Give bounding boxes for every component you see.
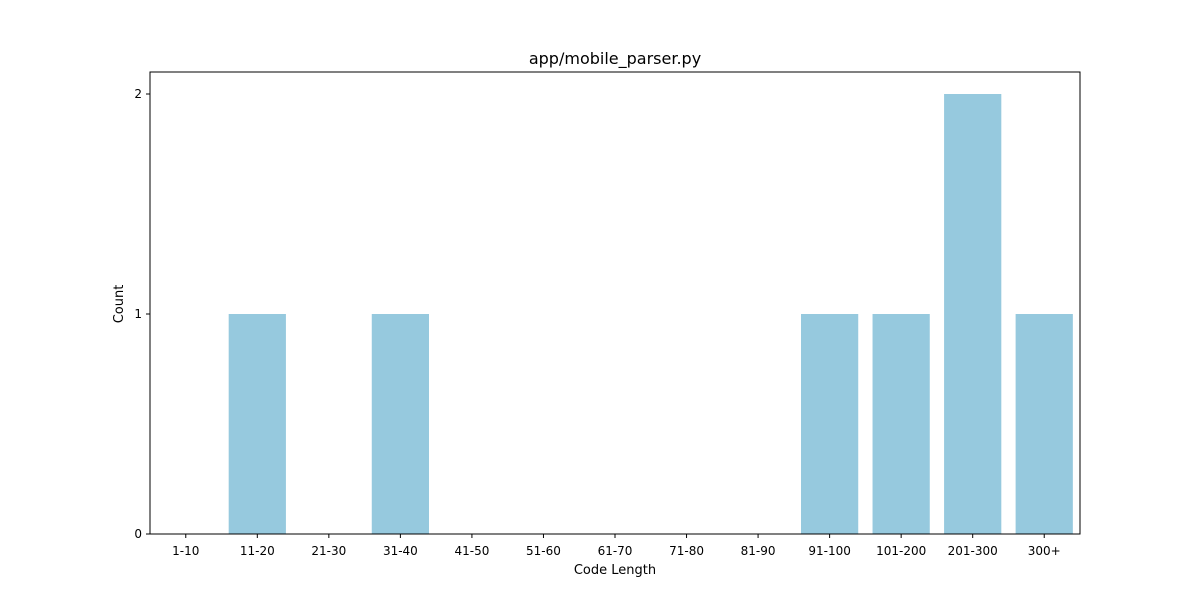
x-tick-label: 300+ [1028,544,1061,558]
y-axis-label: Count [112,285,127,324]
x-tick-label: 51-60 [526,544,561,558]
bar-101-200 [872,314,930,534]
x-tick-label: 41-50 [454,544,489,558]
x-tick-label: 101-200 [876,544,926,558]
bar-11-20 [228,314,286,534]
bar-31-40 [371,314,429,534]
x-tick-label: 1-10 [172,544,199,558]
x-tick-label: 201-300 [948,544,998,558]
x-axis-label: Code Length [574,563,656,578]
x-tick-label: 71-80 [669,544,704,558]
x-tick-label: 91-100 [808,544,851,558]
x-tick-label: 21-30 [311,544,346,558]
bars-layer [228,94,1073,534]
bar-91-100 [801,314,859,534]
y-tick-label: 1 [134,307,142,321]
x-tick-label: 81-90 [741,544,776,558]
x-tick-label: 11-20 [240,544,275,558]
plot-area-frame [149,71,1081,535]
y-tick-label: 0 [134,527,142,541]
bar-201-300 [944,94,1002,534]
x-axis-ticks: 1-10 11-20 21-30 31-40 41-50 51-60 61-70 71-80 8… [172,534,1061,558]
y-axis-ticks: 0 1 2 [134,87,150,541]
y-tick-label: 2 [134,87,142,101]
x-tick-label: 31-40 [383,544,418,558]
chart-title: app/mobile_parser.py [529,49,701,69]
x-tick-label: 61-70 [598,544,633,558]
bar-300+ [1015,314,1073,534]
